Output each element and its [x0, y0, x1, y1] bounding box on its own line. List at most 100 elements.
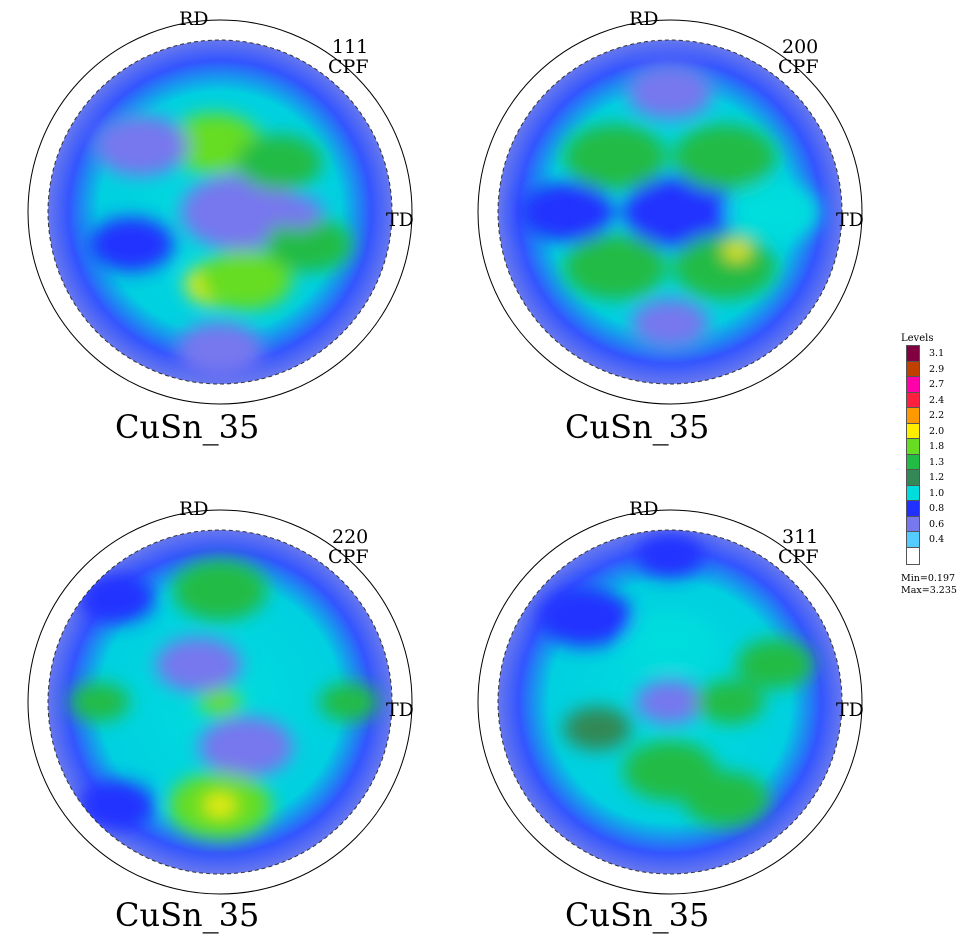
intensity-blob	[695, 680, 765, 724]
legend-value: 1.0	[929, 487, 945, 499]
legend-value: 1.8	[929, 441, 945, 452]
intensity-blob	[155, 637, 242, 693]
legend-max: Max=3.235	[901, 585, 957, 596]
intensity-map	[498, 530, 842, 874]
inner-boundary	[497, 39, 843, 385]
intensity-blob	[537, 586, 633, 648]
intensity-blob	[197, 249, 292, 311]
intensity-blob	[627, 64, 713, 120]
legend-swatch	[906, 531, 920, 549]
intensity-blob	[198, 716, 294, 777]
sample-caption: CuSn_35	[115, 408, 260, 446]
intensity-blob	[627, 614, 713, 670]
rd-label: RD	[179, 8, 209, 30]
inner-boundary	[47, 529, 393, 875]
legend-value: 0.6	[929, 518, 945, 530]
legend-value: 0.4	[929, 534, 945, 545]
intensity-blob	[724, 242, 750, 259]
intensity-blob	[519, 181, 615, 243]
td-label: TD	[836, 699, 864, 721]
outer-circle	[27, 19, 413, 405]
legend-value: 2.4	[929, 394, 945, 406]
legend-swatch	[906, 407, 920, 425]
levels-legend: Levels 3.1 2.9 2.7 2.4 2.2 2.0 1.8 1.3 1.2 1.0 0.8…	[901, 333, 967, 603]
intensity-blob	[622, 176, 735, 248]
outer-circle	[477, 509, 863, 895]
legend-value: 2.2	[929, 410, 945, 421]
legend-value: 3.1	[929, 348, 945, 359]
pole-label: 220	[332, 526, 369, 548]
pole-label: 311	[782, 526, 819, 548]
cpf-label: CPF	[328, 56, 369, 78]
intensity-blob	[265, 216, 352, 272]
intensity-blob	[236, 134, 323, 190]
intensity-blob	[177, 322, 263, 378]
sample-caption: CuSn_35	[115, 896, 260, 934]
legend-swatch	[906, 484, 920, 503]
cpf-label: CPF	[778, 56, 819, 78]
pole-figure-311: RD 311 CPF TD CuSn_35	[470, 490, 910, 952]
legend-title: Levels	[901, 333, 934, 344]
intensity-blob	[631, 299, 709, 349]
legend-value: 2.9	[929, 363, 945, 375]
intensity-blob	[673, 124, 777, 191]
intensity-blob	[682, 771, 769, 827]
intensity-blob	[69, 682, 130, 722]
outer-circle	[27, 509, 413, 895]
intensity-blob	[198, 688, 242, 716]
intensity-map	[48, 530, 392, 874]
pole-figure-svg	[477, 19, 863, 405]
pole-figure-svg	[477, 509, 863, 895]
legend-swatch	[906, 546, 920, 565]
intensity-blob	[318, 682, 380, 722]
legend-swatch	[906, 376, 920, 394]
legend-value: 1.2	[929, 472, 945, 483]
pole-label: 200	[782, 36, 819, 58]
legend-value: 2.0	[929, 425, 945, 437]
inner-boundary	[497, 529, 843, 875]
intensity-blob	[88, 216, 175, 272]
rd-label: RD	[629, 498, 659, 520]
td-label: TD	[386, 209, 414, 231]
pole-figure-220: RD 220 CPF TD CuSn_35	[20, 490, 460, 952]
legend-value: 1.3	[929, 456, 945, 468]
legend-swatch	[906, 360, 920, 379]
intensity-blob	[172, 559, 268, 621]
legend-swatch	[906, 345, 920, 363]
intensity-blob	[204, 795, 236, 815]
td-label: TD	[386, 699, 414, 721]
legend-value: 0.8	[929, 503, 945, 514]
legend-swatch	[906, 391, 920, 410]
pole-figure-svg	[27, 509, 413, 895]
intensity-blob	[562, 706, 632, 751]
intensity-blob	[271, 195, 324, 229]
legend-swatch	[906, 469, 920, 487]
legend-swatch	[906, 515, 920, 534]
intensity-blob	[563, 124, 667, 191]
intensity-blob	[635, 680, 705, 724]
rd-label: RD	[629, 8, 659, 30]
cpf-label: CPF	[328, 546, 369, 568]
pole-label: 111	[332, 36, 369, 58]
legend-value: 2.7	[929, 379, 945, 390]
legend-swatch	[906, 438, 920, 456]
outer-circle	[477, 19, 863, 405]
legend-swatch	[906, 453, 920, 472]
cpf-label: CPF	[778, 546, 819, 568]
sample-caption: CuSn_35	[565, 896, 710, 934]
intensity-blob	[77, 780, 156, 831]
inner-boundary	[47, 39, 393, 385]
pole-figure-svg	[27, 19, 413, 405]
intensity-blob	[736, 639, 814, 689]
pole-figure-200: RD 200 CPF TD CuSn_35	[470, 0, 910, 462]
intensity-blob	[77, 573, 156, 624]
legend-swatch	[906, 422, 920, 441]
intensity-map	[498, 40, 842, 384]
intensity-blob	[180, 173, 301, 251]
rd-label: RD	[179, 498, 209, 520]
intensity-map	[48, 40, 392, 384]
intensity-blob	[563, 233, 667, 300]
pole-figure-111: RD 111 CPF TD CuSn_35	[20, 0, 460, 462]
legend-swatch	[906, 500, 920, 518]
intensity-blob	[673, 233, 777, 300]
